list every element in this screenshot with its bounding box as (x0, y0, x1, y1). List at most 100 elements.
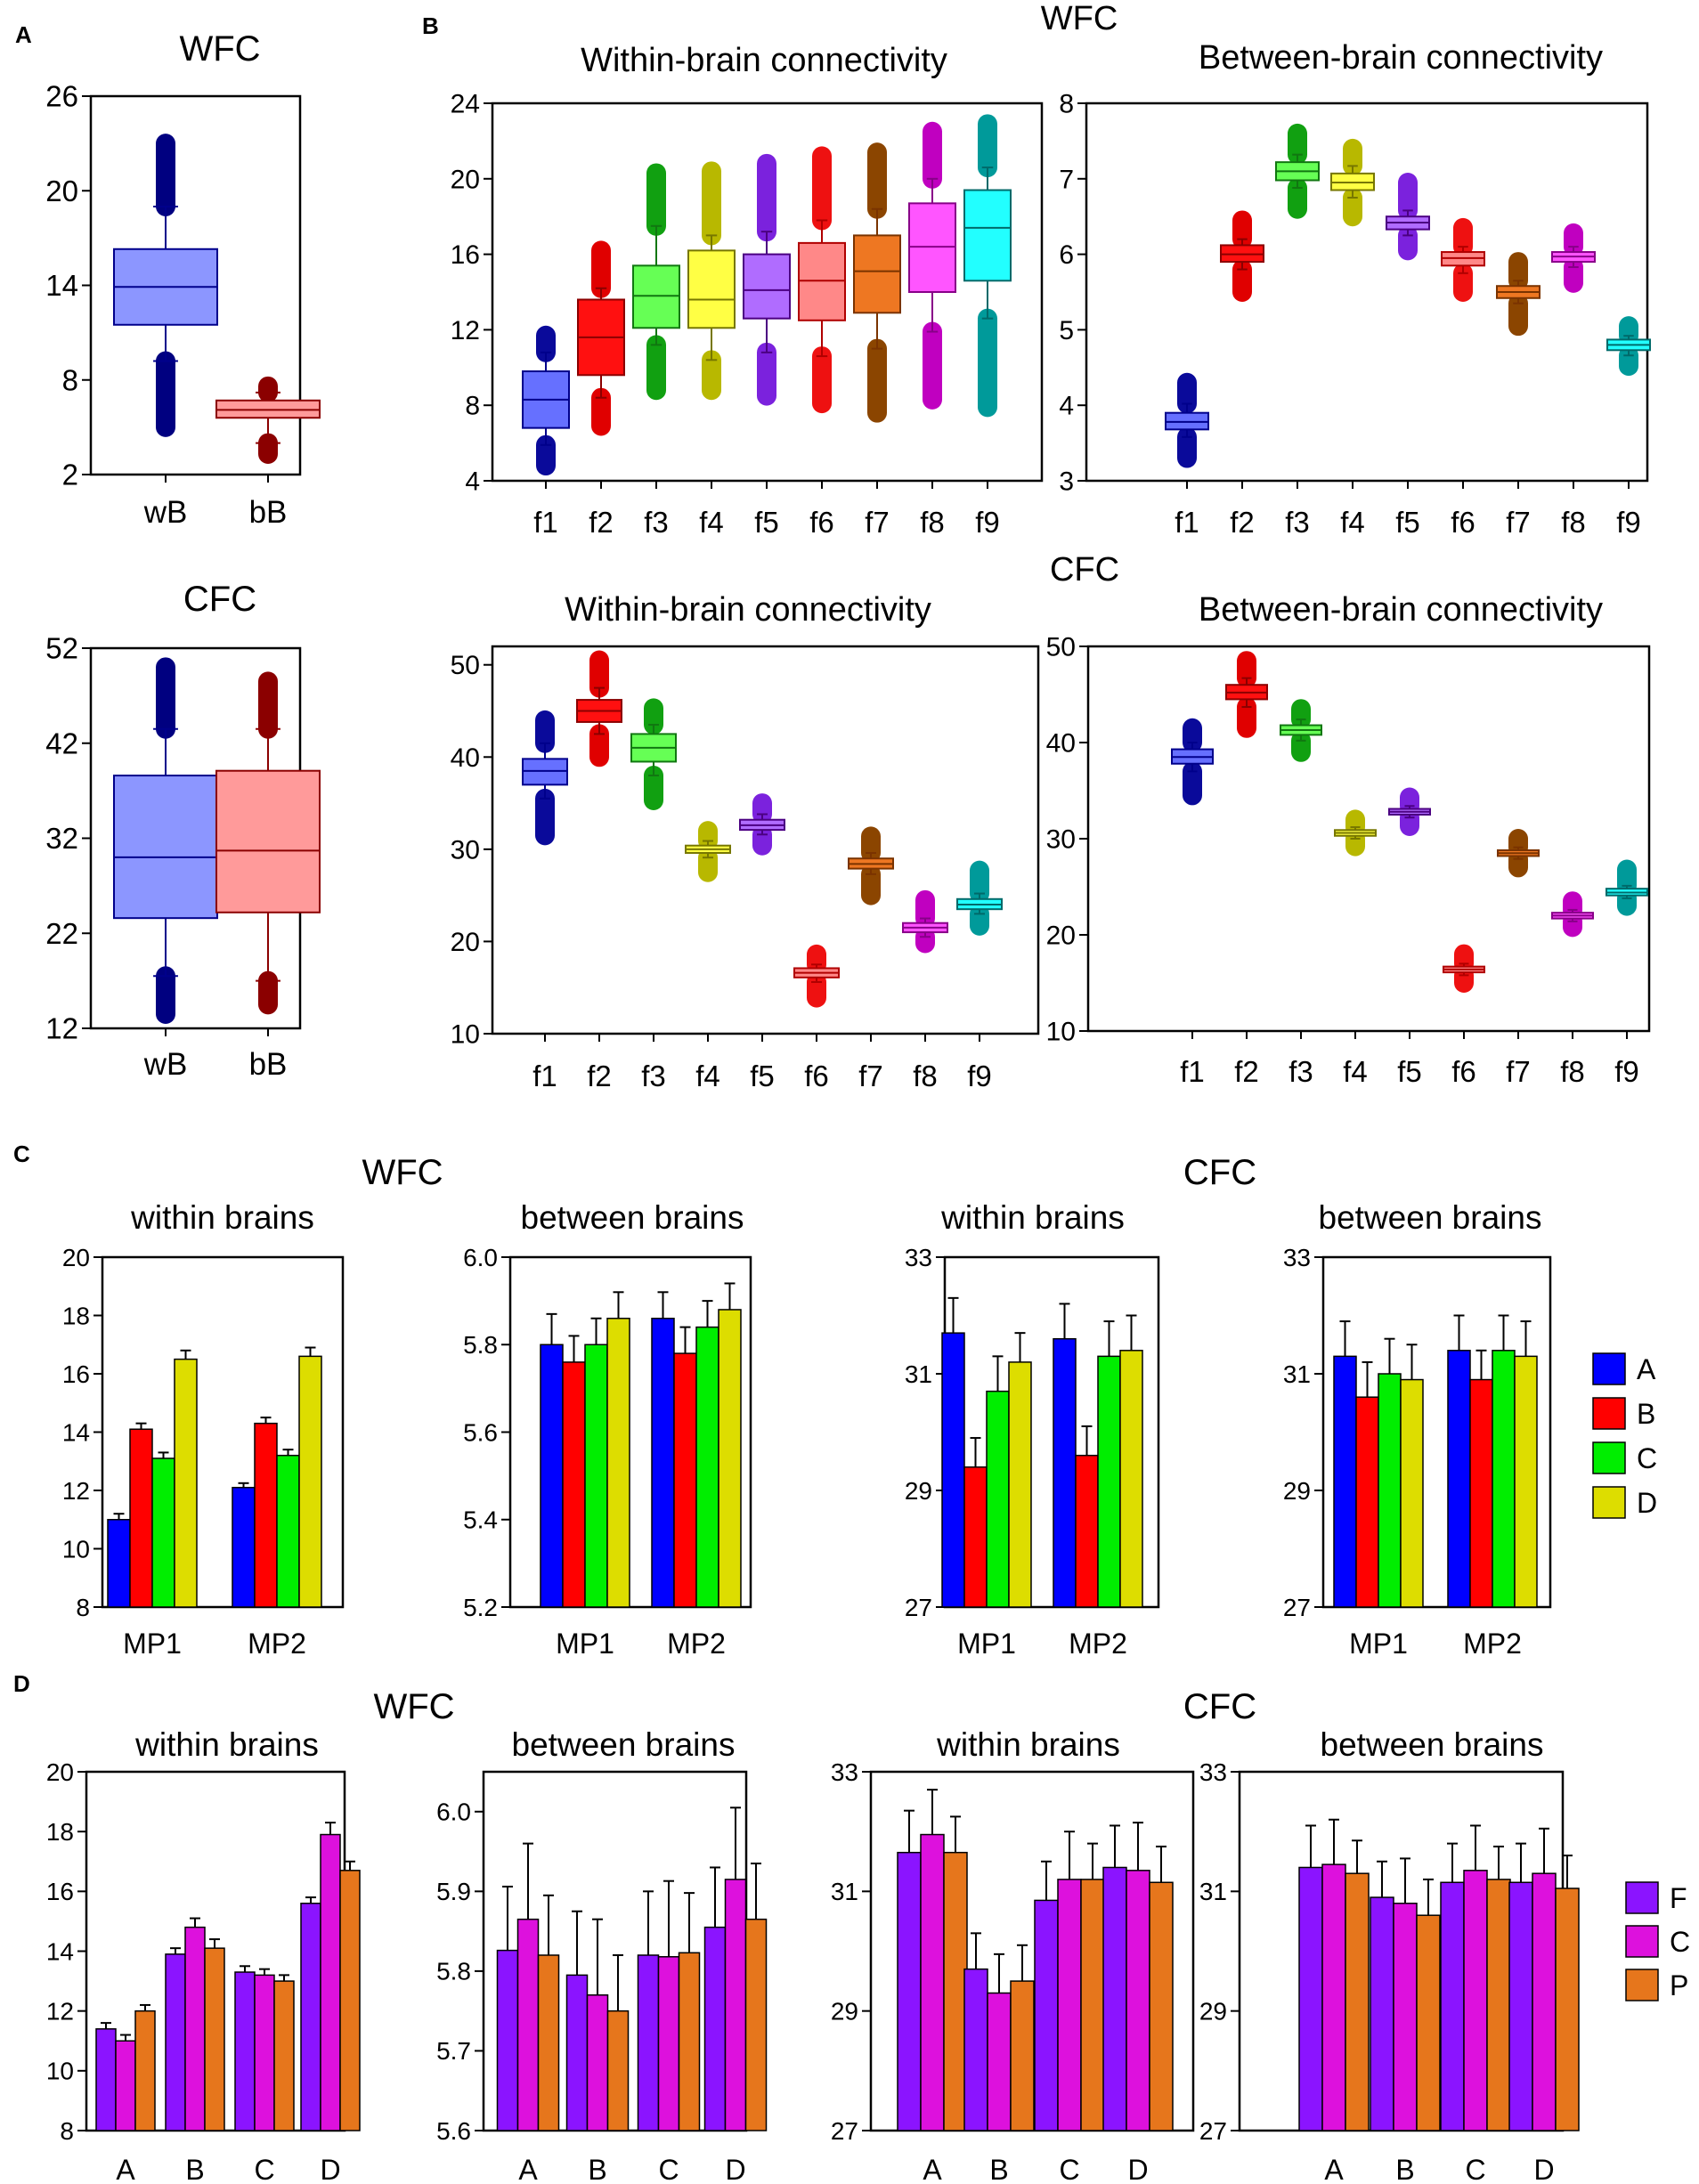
bar-C (920, 1833, 945, 2131)
chart-title: within brains (940, 1199, 1125, 1236)
x-category-label: f9 (967, 1060, 992, 1092)
bar-B (562, 1361, 586, 1608)
plot-frame (1321, 1255, 1552, 1609)
box-f4 (685, 821, 731, 882)
box-f3 (1275, 123, 1320, 219)
box-f6 (1441, 217, 1485, 302)
x-category-label: f2 (587, 1060, 612, 1092)
bar-B (673, 1352, 697, 1608)
bar-C (1126, 1870, 1150, 2131)
chart-title: between brains (1319, 1199, 1542, 1236)
x-category-label: f9 (975, 506, 1000, 539)
panel-label-a: A (15, 21, 32, 48)
y-tick-label: 50 (1046, 633, 1076, 662)
x-category-label: f3 (1285, 506, 1310, 539)
bar-A (651, 1318, 675, 1608)
panel-label-c: C (13, 1141, 30, 1167)
bar-P (1080, 1879, 1105, 2131)
x-category-label: MP1 (957, 1628, 1016, 1660)
chart-title: within brains (936, 1726, 1120, 1763)
y-tick-label: 32 (45, 822, 78, 855)
x-category-label: wB (143, 1047, 188, 1082)
chart-title: CFC (183, 580, 256, 619)
bar-P (1555, 1888, 1580, 2131)
box-f3 (630, 698, 677, 810)
y-tick-label: 20 (46, 1758, 74, 1786)
plot-frame (491, 645, 1040, 1035)
x-category-label: bB (249, 495, 288, 530)
legend-swatch-C (1592, 1441, 1626, 1474)
section-heading-cfc: CFC (1050, 551, 1119, 589)
box-f2 (1225, 651, 1268, 738)
bar-A (1333, 1355, 1357, 1608)
x-category-label: f6 (804, 1060, 829, 1092)
section-heading-wfc: WFC (362, 1153, 443, 1192)
bar-F (637, 1954, 660, 2131)
y-tick-label: 42 (45, 727, 78, 759)
bar-F (1508, 1881, 1533, 2131)
bar-D (298, 1355, 322, 1608)
bar-A (232, 1486, 256, 1608)
y-tick-label: 14 (45, 269, 78, 302)
box-f5 (743, 153, 791, 406)
legend-label: C (1670, 1926, 1690, 1958)
x-category-label: A (116, 2154, 135, 2184)
x-category-label: f8 (913, 1060, 938, 1092)
y-tick-label: 5.9 (436, 1878, 471, 1905)
chart-title: Between-brain connectivity (1199, 591, 1603, 629)
box-f5 (1386, 173, 1430, 261)
bar-P (1486, 1879, 1511, 2131)
x-category-label: f3 (641, 1060, 666, 1092)
y-tick-label: 52 (45, 632, 78, 665)
bar-F (1102, 1866, 1127, 2131)
section-heading-wfc: WFC (1041, 0, 1118, 37)
bar-P (1149, 1881, 1174, 2131)
y-tick-label: 29 (1199, 1997, 1227, 2025)
bar-F (95, 2028, 117, 2131)
bar-P (537, 1954, 560, 2131)
bar-B (254, 1422, 278, 1608)
y-tick-label: 18 (62, 1302, 90, 1329)
box-f9 (956, 860, 1003, 936)
bar-B (129, 1428, 153, 1608)
x-category-label: B (1395, 2154, 1414, 2184)
y-tick-label: 20 (62, 1244, 90, 1271)
bar-C (1463, 1870, 1488, 2131)
bar-F (1034, 1899, 1059, 2131)
bar-D (606, 1318, 630, 1608)
bar-P (943, 1851, 968, 2131)
y-tick-label: 20 (45, 175, 78, 207)
box-iqr (798, 241, 846, 321)
y-tick-label: 20 (1046, 922, 1076, 951)
bar-A (540, 1344, 564, 1608)
box-f2 (577, 240, 625, 436)
x-category-label: f4 (699, 506, 724, 539)
y-tick-label: 12 (45, 1012, 78, 1045)
bar-C (586, 1994, 609, 2131)
bar-F (1370, 1896, 1394, 2131)
box-f1 (1165, 372, 1209, 468)
chart-title: between brains (512, 1726, 736, 1763)
bar-P (204, 1947, 225, 2131)
chart-title: Within-brain connectivity (565, 591, 931, 629)
chart-title: WFC (179, 29, 260, 69)
box-f7 (853, 142, 901, 423)
legend-label: A (1637, 1353, 1656, 1385)
x-category-label: MP2 (667, 1628, 726, 1660)
bar-B (963, 1466, 988, 1608)
box-f5 (739, 793, 785, 856)
y-tick-label: 5 (1059, 316, 1074, 345)
y-tick-label: 20 (451, 928, 480, 957)
y-tick-label: 26 (45, 80, 78, 113)
y-tick-label: 31 (905, 1360, 932, 1388)
bar-P (1345, 1872, 1370, 2131)
x-category-label: f9 (1616, 506, 1641, 539)
y-tick-label: 29 (905, 1477, 932, 1505)
chart-title: Between-brain connectivity (1199, 39, 1603, 77)
x-category-label: MP1 (556, 1628, 614, 1660)
x-category-label: C (1465, 2154, 1485, 2184)
box-f1 (1171, 718, 1214, 806)
y-tick-label: 6.0 (463, 1244, 498, 1271)
y-tick-label: 33 (905, 1244, 932, 1271)
x-category-label: D (725, 2154, 745, 2184)
